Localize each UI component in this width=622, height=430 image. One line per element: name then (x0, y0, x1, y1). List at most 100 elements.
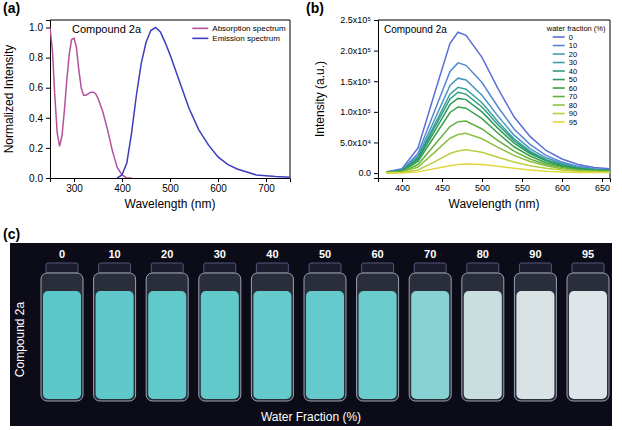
vial: 70 (409, 248, 451, 401)
x-tick: 700 (258, 178, 275, 194)
legend-swatch (553, 45, 565, 47)
x-tick-mark (562, 178, 563, 182)
y-tick-mark (46, 148, 50, 149)
y-tick-label: 5.0x10⁴ (340, 138, 371, 148)
x-tick-label: 650 (595, 183, 610, 193)
vial-cap (99, 263, 131, 273)
y-tick: 0.6 (29, 82, 50, 93)
y-axis-line (46, 21, 51, 179)
legend-label: 95 (569, 118, 577, 127)
x-tick-mark (266, 178, 267, 182)
annotation: Compound 2a (72, 23, 142, 35)
legend-swatch (553, 62, 565, 64)
plot-lines (50, 28, 290, 178)
series-line (386, 32, 610, 172)
series-line (117, 28, 290, 178)
vial-glass (514, 273, 556, 401)
vial: 90 (514, 248, 556, 401)
x-tick-label: 300 (66, 183, 83, 194)
x-tick-mark (122, 178, 123, 182)
legend-title: water fraction (%) (546, 24, 606, 33)
y-tick: 0.4 (29, 113, 50, 124)
y-axis: 0.05.0x10⁴1.0x10⁵1.5x10⁵2.0x10⁵2.5x10⁵ (340, 15, 378, 178)
x-tick: 300 (66, 178, 83, 194)
legend-label: Emission spectrum (212, 34, 280, 43)
x-tick-label: 400 (395, 183, 410, 193)
y-tick: 0.8 (29, 52, 50, 63)
y-tick-mark (46, 88, 50, 89)
legend-swatch (553, 96, 565, 98)
series-line (50, 28, 132, 178)
legend: Absorption spectrumEmission spectrum (192, 24, 286, 43)
x-axis-line (379, 179, 611, 183)
panel-label: (b) (306, 0, 324, 16)
legend-swatch (192, 38, 208, 40)
vial-label: 10 (108, 248, 120, 260)
photo-x-label: Water Fraction (%) (261, 410, 361, 424)
vial-liquid (96, 291, 134, 399)
vial-liquid (359, 291, 397, 399)
series-line (386, 107, 610, 173)
x-axis-title: Wavelength (nm) (125, 197, 216, 211)
x-tick-mark (170, 178, 171, 182)
vial-liquid (253, 291, 291, 399)
vial-label: 0 (59, 248, 65, 260)
x-axis-line (51, 179, 291, 183)
y-tick-label: 0.6 (29, 82, 43, 93)
x-axis-title: Wavelength (nm) (449, 197, 540, 211)
series-line (386, 150, 610, 173)
series-line (386, 121, 610, 172)
vial-glass (251, 273, 293, 401)
x-axis: 300400500600700 (51, 178, 291, 194)
legend-swatch (553, 36, 565, 38)
y-tick: 2.5x10⁵ (340, 15, 378, 25)
y-axis: 0.00.20.40.60.81.0 (29, 21, 50, 184)
y-tick-label: 0.0 (358, 168, 371, 178)
vial-cap (467, 263, 499, 273)
plot-lines (386, 32, 610, 173)
vial-cap (572, 263, 604, 273)
y-tick-mark (374, 51, 378, 52)
series-line (386, 164, 610, 173)
vial: 60 (357, 248, 399, 401)
vial: 50 (304, 248, 346, 401)
vial-glass (462, 273, 504, 401)
x-tick-label: 600 (210, 183, 227, 194)
y-tick-mark (46, 28, 50, 29)
x-tick-label: 550 (515, 183, 530, 193)
y-tick-label: 1.5x10⁵ (340, 77, 371, 87)
vial: 20 (146, 248, 188, 401)
chart-panel: 3004005006007000.00.20.40.60.81.0Compoun… (2, 0, 291, 211)
photo-background (10, 243, 612, 426)
y-tick: 0.0 (358, 168, 378, 178)
y-tick-mark (374, 112, 378, 113)
vial-liquid (411, 291, 449, 399)
y-tick-label: 1.0 (29, 22, 43, 33)
vial-glass (304, 273, 346, 401)
vial-cap (46, 263, 78, 273)
y-axis-title: Normalized Intensity (2, 45, 16, 154)
vial-liquid (43, 291, 81, 399)
annotation: Compound 2a (384, 24, 447, 35)
x-tick-mark (74, 178, 75, 182)
vial-liquid (464, 291, 502, 399)
x-tick-mark (218, 178, 219, 182)
vial-glass (357, 273, 399, 401)
legend-swatch (553, 104, 565, 106)
x-tick: 400 (114, 178, 131, 194)
y-tick-mark (374, 20, 378, 21)
x-tick-mark (402, 178, 403, 182)
y-axis-line (374, 21, 379, 179)
vial-cap (204, 263, 236, 273)
series-line (386, 133, 610, 172)
y-tick-label: 0.4 (29, 113, 43, 124)
vial-cap (414, 263, 446, 273)
y-axis-title: Intensity (a.u.) (313, 61, 327, 137)
vial-liquid (148, 291, 186, 399)
panel-label: (c) (3, 226, 20, 242)
vial-cap (151, 263, 183, 273)
vial: 80 (462, 248, 504, 401)
vial-label: 50 (319, 248, 331, 260)
x-tick-label: 450 (435, 183, 450, 193)
y-tick-label: 0.8 (29, 52, 43, 63)
